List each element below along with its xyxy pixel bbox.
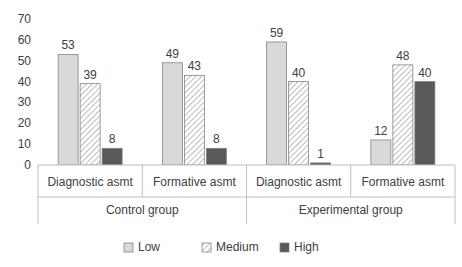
bar [393, 65, 413, 165]
category-separator [246, 165, 247, 224]
bar [289, 82, 309, 165]
bar [415, 82, 435, 165]
y-tick-label: 60 [18, 33, 32, 47]
data-label: 40 [292, 66, 306, 80]
category-separator [350, 165, 351, 197]
category-separator [142, 165, 143, 197]
data-label: 39 [83, 68, 97, 82]
legend-swatch [124, 243, 133, 252]
y-tick-label: 30 [18, 95, 32, 109]
chart-container: 0 10 20 30 40 50 60 70 53 49 59 12 39 43 40 48 8 8 1 40 Diag… [0, 0, 462, 267]
bar [162, 63, 182, 165]
bar [102, 148, 122, 165]
plot-area [58, 42, 435, 165]
group-label: Control group [106, 203, 179, 217]
data-label: 53 [61, 38, 75, 52]
y-tick-label: 40 [18, 75, 32, 89]
legend-swatch [202, 243, 211, 252]
data-label: 1 [317, 147, 324, 161]
y-tick-label: 70 [18, 12, 32, 26]
data-label: 59 [270, 26, 284, 40]
y-tick-label: 10 [18, 137, 32, 151]
category-separator [38, 165, 39, 224]
data-label: 49 [166, 47, 180, 61]
legend-label: Medium [216, 240, 259, 254]
data-label: 8 [213, 132, 220, 146]
data-labels: 53 49 59 12 39 43 40 48 8 8 1 40 [61, 26, 431, 161]
x-tick-label: Diagnostic asmt [256, 175, 342, 189]
legend-label: High [294, 240, 319, 254]
bar [58, 54, 78, 165]
x-tick-label: Diagnostic asmt [47, 175, 133, 189]
data-label: 40 [418, 66, 432, 80]
bar [206, 148, 226, 165]
data-label: 48 [396, 49, 410, 63]
x-tick-label: Formative asmt [153, 175, 236, 189]
category-separator [455, 165, 456, 224]
y-tick-label: 20 [18, 116, 32, 130]
data-label: 43 [188, 59, 202, 73]
bar [184, 75, 204, 165]
y-tick-label: 0 [24, 158, 31, 172]
bar [267, 42, 287, 165]
bar [80, 84, 100, 165]
group-label: Experimental group [299, 203, 403, 217]
x-tick-label: Formative asmt [362, 175, 445, 189]
legend-label: Low [138, 240, 160, 254]
data-label: 8 [109, 132, 116, 146]
legend: Low Medium High [124, 240, 319, 254]
data-label: 12 [374, 124, 388, 138]
y-tick-label: 50 [18, 54, 32, 68]
legend-swatch [280, 243, 289, 252]
bar [371, 140, 391, 165]
chart-svg: 0 10 20 30 40 50 60 70 53 49 59 12 39 43 40 48 8 8 1 40 Diag… [0, 0, 462, 267]
